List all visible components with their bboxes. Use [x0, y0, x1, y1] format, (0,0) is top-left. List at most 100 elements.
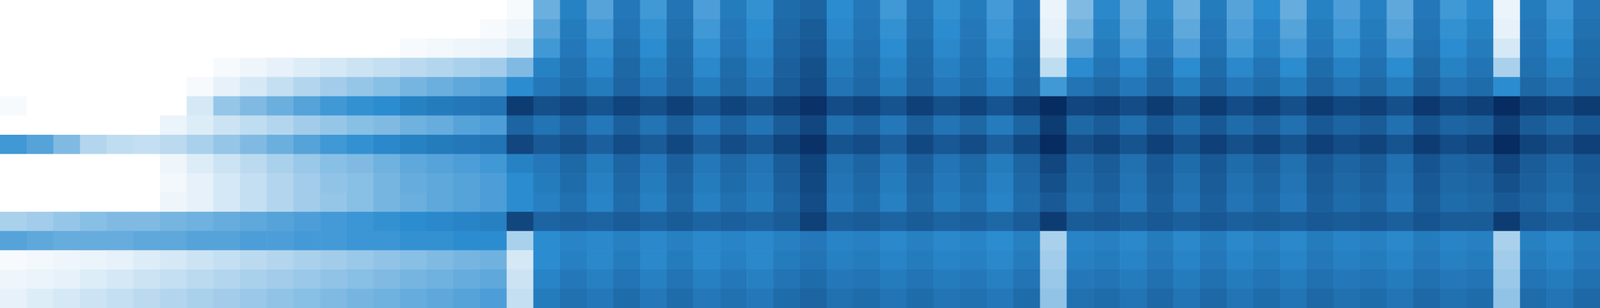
- heatmap-cell: [613, 57, 641, 78]
- heatmap-cell: [0, 96, 28, 116]
- heatmap-cell: [1066, 134, 1094, 155]
- heatmap-cell: [746, 57, 774, 78]
- heatmap-cell: [80, 173, 108, 193]
- heatmap-cell: [1013, 250, 1041, 270]
- heatmap-cell: [480, 269, 508, 290]
- heatmap-cell: [106, 134, 135, 155]
- heatmap-cell: [186, 250, 215, 270]
- heatmap-cell: [1519, 38, 1548, 58]
- heatmap-cell: [880, 192, 908, 213]
- heatmap-cell: [1253, 38, 1281, 58]
- heatmap-cell: [1493, 96, 1521, 116]
- heatmap-cell: [26, 96, 55, 116]
- heatmap-cell: [586, 154, 615, 174]
- heatmap-cell: [719, 154, 748, 174]
- heatmap-cell: [346, 0, 374, 20]
- heatmap-cell: [1066, 211, 1094, 232]
- heatmap-cell: [586, 134, 615, 155]
- heatmap-cell: [1573, 288, 1600, 308]
- heatmap-cell: [506, 231, 535, 251]
- heatmap-cell: [1173, 57, 1201, 78]
- heatmap-cell: [1013, 231, 1041, 251]
- heatmap-cell: [693, 115, 721, 135]
- heatmap-cell: [1333, 38, 1361, 58]
- heatmap-cell: [1253, 231, 1281, 251]
- heatmap-cell: [960, 57, 988, 78]
- heatmap-cell: [0, 154, 28, 174]
- heatmap-cell: [1173, 76, 1201, 97]
- heatmap-cell: [986, 192, 1015, 213]
- heatmap-cell: [800, 154, 828, 174]
- heatmap-cell: [746, 288, 774, 308]
- heatmap-cell: [773, 134, 801, 155]
- heatmap-cell: [480, 38, 508, 58]
- heatmap-cell: [213, 38, 241, 58]
- heatmap-cell: [826, 288, 855, 308]
- heatmap-cell: [160, 173, 188, 193]
- heatmap-cell: [1200, 57, 1228, 78]
- heatmap-cell: [1093, 288, 1121, 308]
- heatmap-cell: [639, 38, 668, 58]
- heatmap-cell: [80, 288, 108, 308]
- heatmap-chart: [0, 0, 1600, 308]
- heatmap-cell: [560, 115, 588, 135]
- heatmap-cell: [319, 0, 348, 20]
- heatmap-cell: [826, 38, 855, 58]
- heatmap-cell: [880, 0, 908, 20]
- heatmap-cell: [106, 173, 135, 193]
- heatmap-cell: [26, 57, 55, 78]
- heatmap-cell: [80, 19, 108, 40]
- heatmap-cell: [960, 231, 988, 251]
- heatmap-cell: [1386, 57, 1415, 78]
- heatmap-cell: [533, 288, 561, 308]
- heatmap-cell: [1253, 250, 1281, 270]
- heatmap-cell: [480, 173, 508, 193]
- heatmap-cell: [53, 269, 81, 290]
- heatmap-cell: [773, 0, 801, 20]
- heatmap-cell: [266, 173, 294, 193]
- heatmap-cell: [560, 96, 588, 116]
- heatmap-cell: [586, 211, 615, 232]
- heatmap-cell: [613, 154, 641, 174]
- heatmap-cell: [53, 288, 81, 308]
- heatmap-cell: [800, 19, 828, 40]
- heatmap-cell: [933, 76, 961, 97]
- heatmap-cell: [1173, 269, 1201, 290]
- heatmap-cell: [746, 250, 774, 270]
- heatmap-cell: [1466, 76, 1494, 97]
- heatmap-cell: [186, 76, 215, 97]
- heatmap-cell: [1039, 288, 1068, 308]
- heatmap-cell: [1493, 76, 1521, 97]
- heatmap-cell: [480, 250, 508, 270]
- heatmap-cell: [666, 173, 694, 193]
- heatmap-cell: [53, 134, 81, 155]
- heatmap-cell: [239, 154, 268, 174]
- heatmap-cell: [773, 269, 801, 290]
- heatmap-cell: [719, 231, 748, 251]
- heatmap-cell: [1280, 115, 1308, 135]
- heatmap-cell: [880, 173, 908, 193]
- heatmap-cell: [133, 269, 161, 290]
- heatmap-cell: [1413, 76, 1441, 97]
- heatmap-cell: [1226, 19, 1255, 40]
- heatmap-cell: [1466, 19, 1494, 40]
- heatmap-cell: [346, 250, 374, 270]
- heatmap-cell: [1066, 96, 1094, 116]
- heatmap-cell: [1573, 76, 1600, 97]
- heatmap-cell: [106, 231, 135, 251]
- heatmap-cell: [1146, 0, 1174, 20]
- heatmap-cell: [1200, 154, 1228, 174]
- heatmap-cell: [373, 96, 401, 116]
- heatmap-cell: [0, 211, 28, 232]
- heatmap-cell: [533, 96, 561, 116]
- heatmap-cell: [1173, 115, 1201, 135]
- heatmap-cell: [560, 231, 588, 251]
- heatmap-cell: [506, 57, 535, 78]
- heatmap-cell: [1546, 250, 1574, 270]
- heatmap-cell: [213, 19, 241, 40]
- heatmap-cell: [906, 269, 935, 290]
- heatmap-cell: [719, 57, 748, 78]
- heatmap-cell: [693, 96, 721, 116]
- heatmap-cell: [1013, 192, 1041, 213]
- heatmap-cell: [373, 192, 401, 213]
